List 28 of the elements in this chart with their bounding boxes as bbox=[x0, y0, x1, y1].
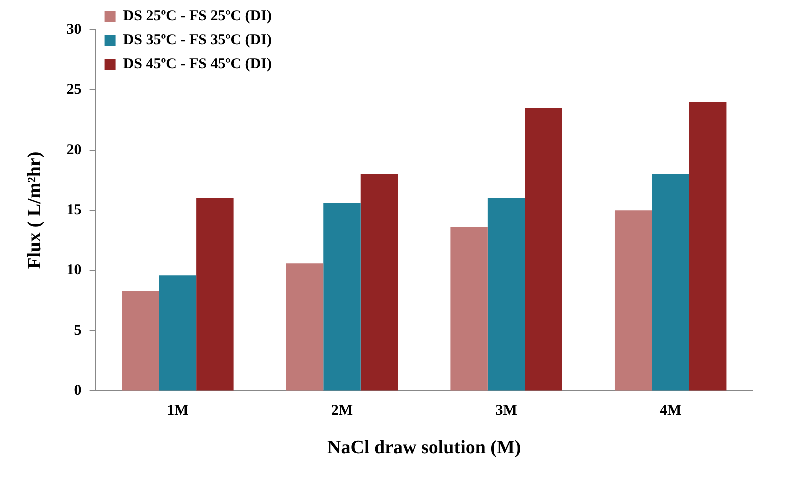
y-tick-label: 10 bbox=[66, 262, 82, 279]
y-axis-title: Flux ( L/m²hr) bbox=[24, 152, 46, 270]
legend-label: DS 25ºC - FS 25ºC (DI) bbox=[123, 8, 272, 24]
y-tick-label: 5 bbox=[74, 322, 82, 339]
bar bbox=[324, 203, 361, 391]
x-tick-label: 3M bbox=[496, 403, 518, 420]
y-tick-label: 30 bbox=[66, 22, 82, 38]
y-tick-label: 20 bbox=[66, 142, 82, 158]
x-tick-label: 4M bbox=[660, 403, 682, 420]
bar bbox=[450, 227, 488, 391]
bar bbox=[614, 210, 652, 391]
x-axis-title: NaCl draw solution (M) bbox=[328, 438, 522, 459]
x-tick-label: 2M bbox=[331, 403, 354, 420]
legend-label: DS 35ºC - FS 35ºC (DI) bbox=[123, 32, 272, 48]
bar bbox=[488, 198, 526, 391]
legend-label: DS 45ºC - FS 45ºC (DI) bbox=[123, 56, 272, 72]
bar bbox=[525, 108, 562, 391]
bar bbox=[122, 291, 160, 391]
bar bbox=[286, 264, 324, 391]
y-tick-label: 0 bbox=[74, 383, 82, 400]
bar bbox=[159, 276, 197, 391]
y-tick-label: 25 bbox=[66, 82, 82, 98]
bar bbox=[652, 174, 690, 391]
x-tick-label: 1M bbox=[167, 403, 189, 420]
bar bbox=[196, 198, 234, 391]
bar bbox=[689, 102, 727, 391]
y-tick-label: 15 bbox=[66, 202, 82, 218]
bar bbox=[360, 174, 398, 391]
